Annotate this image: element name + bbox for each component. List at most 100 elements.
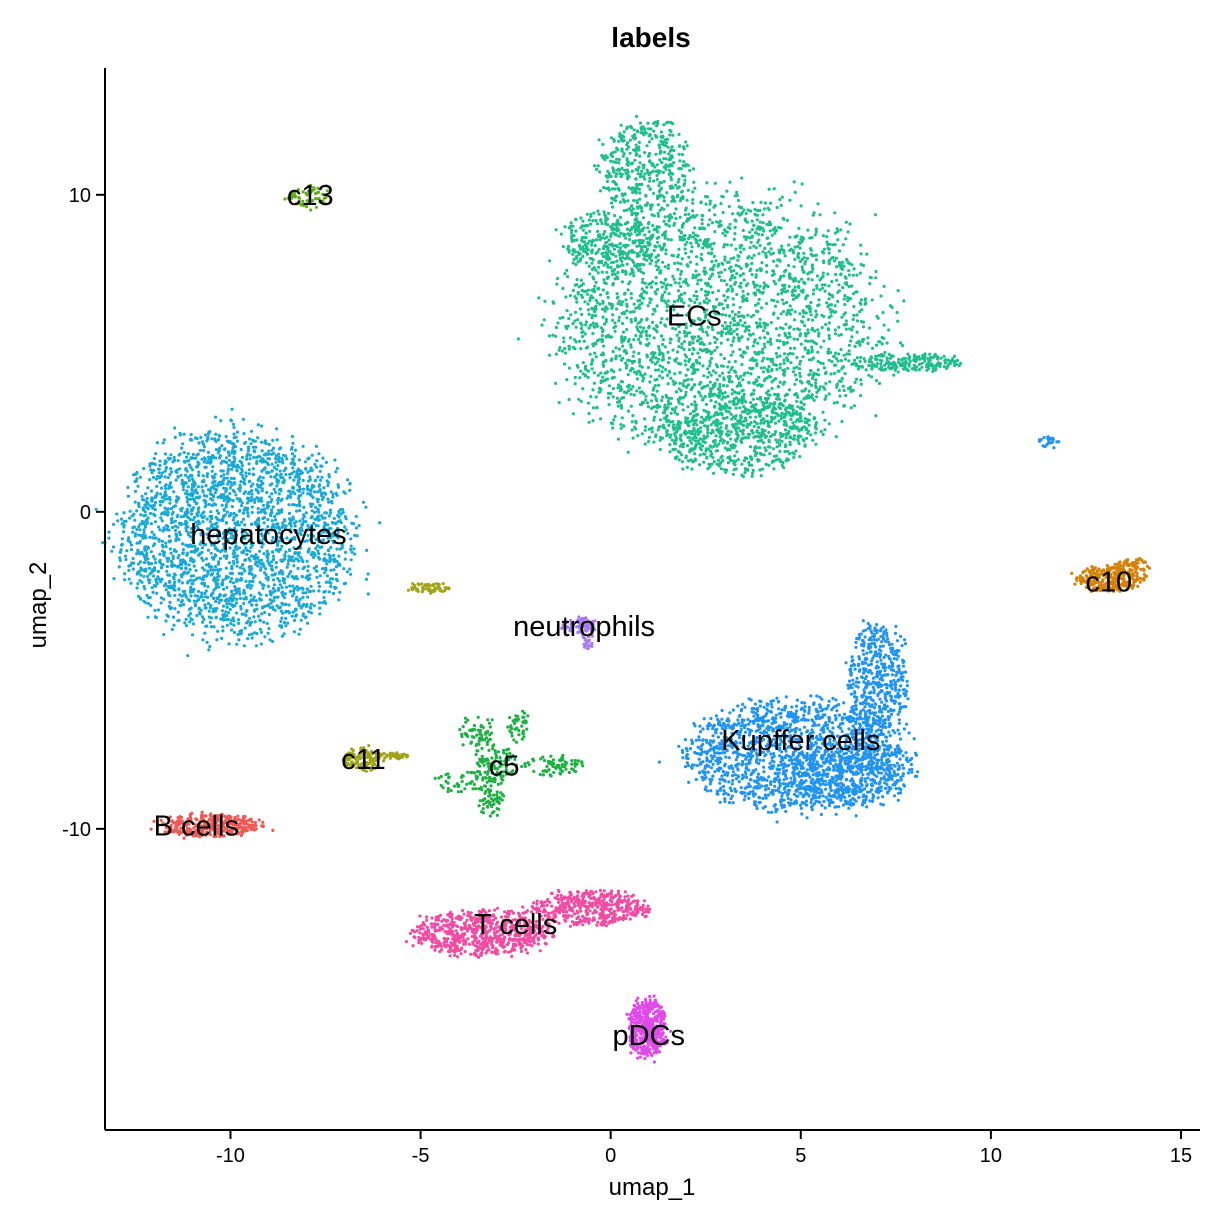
data-point: [768, 222, 772, 226]
data-point: [352, 522, 356, 526]
data-point: [768, 375, 773, 379]
data-point: [796, 294, 800, 298]
data-point: [693, 226, 697, 230]
data-point: [749, 401, 753, 405]
data-point: [877, 340, 881, 344]
data-point: [610, 242, 614, 246]
data-point: [725, 384, 729, 388]
data-point: [665, 317, 669, 321]
data-point: [690, 459, 694, 463]
data-point: [816, 368, 820, 372]
data-point: [759, 384, 763, 388]
data-point: [638, 197, 642, 201]
data-point: [726, 260, 730, 264]
data-point: [564, 295, 568, 299]
data-point: [731, 472, 735, 476]
data-point: [654, 227, 658, 231]
data-point: [622, 310, 626, 314]
data-point: [174, 532, 178, 536]
data-point: [817, 298, 821, 302]
data-point: [751, 344, 755, 348]
data-point: [753, 350, 757, 354]
data-point: [616, 168, 620, 172]
data-point: [797, 328, 802, 332]
data-point: [850, 335, 854, 339]
data-point: [787, 263, 791, 268]
data-point: [739, 266, 743, 271]
data-point: [772, 187, 776, 191]
data-point: [668, 420, 672, 424]
data-point: [700, 415, 704, 419]
data-point: [584, 364, 588, 368]
data-point: [799, 342, 803, 346]
data-point: [846, 230, 850, 234]
data-point: [655, 177, 659, 181]
data-point: [569, 313, 573, 317]
data-point: [172, 623, 176, 627]
data-point: [622, 390, 627, 394]
data-point: [554, 352, 559, 356]
data-point: [815, 395, 819, 399]
data-point: [827, 247, 831, 251]
data-point: [655, 330, 659, 334]
data-point: [158, 459, 162, 463]
data-point: [555, 282, 559, 286]
data-point: [731, 443, 735, 447]
data-point: [726, 394, 730, 398]
data-point: [635, 244, 639, 248]
data-point: [806, 351, 810, 355]
data-point: [588, 272, 592, 276]
data-point: [608, 257, 612, 261]
data-point: [628, 310, 632, 314]
data-point: [629, 317, 633, 322]
data-point: [679, 284, 683, 289]
data-point: [841, 384, 845, 388]
data-point: [637, 329, 641, 333]
data-point: [643, 151, 647, 155]
data-point: [154, 561, 158, 565]
data-point: [790, 427, 794, 431]
data-point: [681, 467, 685, 471]
data-point: [809, 369, 813, 373]
data-point: [830, 279, 834, 284]
data-point: [676, 267, 680, 271]
data-point: [679, 272, 683, 276]
data-point: [787, 243, 791, 247]
data-point: [700, 218, 704, 222]
data-point: [833, 243, 837, 247]
data-point: [678, 159, 682, 163]
data-point: [591, 331, 595, 336]
data-point: [648, 203, 653, 207]
data-point: [132, 512, 136, 516]
data-point: [740, 462, 744, 466]
data-point: [770, 380, 774, 384]
data-point: [824, 322, 828, 326]
data-point: [637, 165, 641, 169]
data-point: [716, 458, 721, 462]
data-point: [757, 375, 761, 379]
data-point: [715, 378, 719, 382]
data-point: [730, 365, 734, 369]
data-point: [642, 263, 646, 267]
data-point: [624, 236, 628, 240]
data-point: [648, 262, 652, 266]
data-point: [791, 289, 795, 293]
data-point: [721, 324, 725, 328]
data-point: [169, 467, 173, 471]
data-point: [755, 325, 760, 329]
data-point: [680, 225, 684, 229]
data-point: [634, 153, 638, 157]
data-point: [817, 334, 821, 338]
data-point: [648, 179, 652, 183]
data-point: [687, 237, 691, 241]
data-point: [683, 182, 687, 186]
data-point: [802, 270, 806, 274]
data-point: [778, 449, 782, 453]
data-point: [649, 374, 653, 378]
data-point: [709, 267, 713, 271]
data-point: [709, 387, 713, 391]
data-point: [732, 319, 737, 323]
data-point: [736, 400, 741, 404]
data-point: [638, 334, 642, 338]
data-point: [637, 253, 641, 258]
